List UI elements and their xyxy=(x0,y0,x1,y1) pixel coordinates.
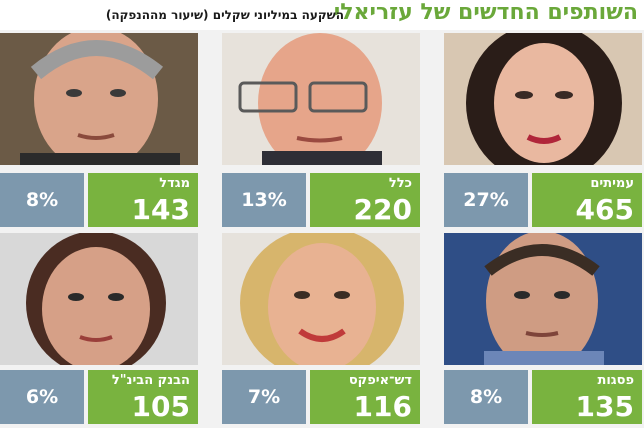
partner-photo xyxy=(0,233,198,365)
partner-card-amitim: 27% עמיתים 465 xyxy=(444,33,642,229)
partner-value-box: מגדל 143 xyxy=(88,173,198,227)
page-subtitle: השקעה במיליוני שקלים (שיעור מההנפקה) xyxy=(105,8,344,22)
partner-value-box: דש־איפקס 116 xyxy=(310,370,420,424)
partner-percent: 8% xyxy=(0,173,84,227)
partners-grid: 27% עמיתים 465 13% כלל 220 xyxy=(0,30,644,428)
partner-amount: 135 xyxy=(575,390,634,423)
partner-name: עמיתים xyxy=(590,176,634,191)
partner-card-psagot: 8% פסגות 135 xyxy=(444,233,642,426)
partner-percent: 27% xyxy=(444,173,528,227)
partner-value-box: הבנק הבינ"ל 105 xyxy=(88,370,198,424)
partner-photo xyxy=(444,33,642,165)
partner-photo xyxy=(0,33,198,165)
portrait-man-glasses xyxy=(222,33,420,165)
portrait-man-gray-hair xyxy=(0,33,198,165)
partner-card-clal: 13% כלל 220 xyxy=(222,33,420,229)
portrait-woman-blonde xyxy=(222,233,420,365)
partner-percent: 7% xyxy=(222,370,306,424)
partner-amount: 220 xyxy=(353,193,412,226)
partner-value-box: פסגות 135 xyxy=(532,370,642,424)
partner-percent: 6% xyxy=(0,370,84,424)
page-title: השותפים החדשים של עזריאלי xyxy=(333,0,638,25)
portrait-woman-dark-hair xyxy=(444,33,642,165)
partner-amount: 105 xyxy=(131,390,190,423)
partner-amount: 143 xyxy=(131,193,190,226)
header: השותפים החדשים של עזריאלי השקעה במיליוני… xyxy=(0,0,644,30)
partner-card-international-bank: 6% הבנק הבינ"ל 105 xyxy=(0,233,198,426)
partner-name: פסגות xyxy=(597,373,634,388)
portrait-man-short-hair xyxy=(444,233,642,365)
portrait-woman-short-dark-hair xyxy=(0,233,198,365)
partner-photo xyxy=(222,233,420,365)
partner-name: דש־איפקס xyxy=(348,373,412,388)
partner-amount: 116 xyxy=(353,390,412,423)
partner-amount: 465 xyxy=(575,193,634,226)
partner-photo xyxy=(222,33,420,165)
partner-name: הבנק הבינ"ל xyxy=(111,373,190,388)
partner-card-migdal: 8% מגדל 143 xyxy=(0,33,198,229)
partner-name: כלל xyxy=(388,176,412,191)
partner-percent: 13% xyxy=(222,173,306,227)
partner-name: מגדל xyxy=(159,176,190,191)
partner-percent: 8% xyxy=(444,370,528,424)
partner-value-box: כלל 220 xyxy=(310,173,420,227)
partner-card-dash-ipex: 7% דש־איפקס 116 xyxy=(222,233,420,426)
partner-photo xyxy=(444,233,642,365)
partner-value-box: עמיתים 465 xyxy=(532,173,642,227)
